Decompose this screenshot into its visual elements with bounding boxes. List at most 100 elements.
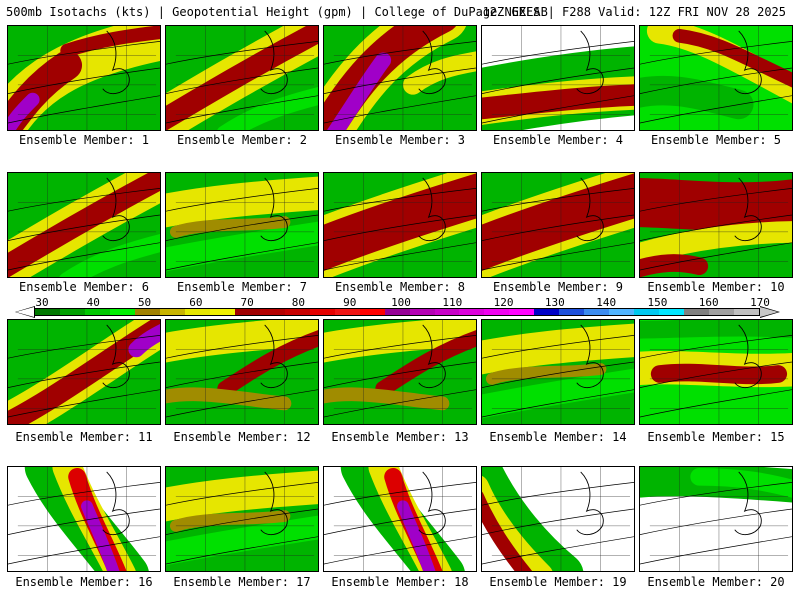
colorbar-segment [709,309,735,315]
colorbar-segment [509,309,535,315]
colorbar-segment [134,309,160,315]
colorbar-tick-label: 160 [698,296,719,309]
colorbar-segment [209,309,235,315]
colorbar-segment [184,309,210,315]
isotach-map-svg [166,26,318,130]
isotach-map-svg [8,26,160,130]
colorbar-strip [34,308,760,316]
colorbar-segment [109,309,135,315]
colorbar-tick-label: 30 [35,296,49,309]
ensemble-member-map [323,319,477,425]
colorbar-tick-label: 170 [750,296,770,309]
colorbar-segment [484,309,510,315]
isotach-map-svg [482,173,634,277]
ensemble-member-map [639,319,793,425]
ensemble-member-caption: Ensemble Member: 2 [176,133,308,147]
ensemble-member-map [7,466,161,572]
isotach-map-svg [482,320,634,424]
ensemble-member-caption: Ensemble Member: 20 [647,575,785,589]
ensemble-member-map [639,172,793,278]
colorbar-segment [234,309,260,315]
ensemble-member-map [323,172,477,278]
ensemble-member-caption: Ensemble Member: 10 [647,280,785,294]
ensemble-member-caption: Ensemble Member: 15 [647,430,785,444]
colorbar-segment [584,309,610,315]
ensemble-member-caption: Ensemble Member: 14 [489,430,627,444]
colorbar-segment [434,309,460,315]
colorbar-segment [35,309,60,315]
isotach-map-svg [324,320,476,424]
isotach-map-svg [8,320,160,424]
title-bar: 500mb Isotachs (kts) | Geopotential Heig… [0,0,800,22]
colorbar-tick-label: 90 [343,296,357,309]
ensemble-member-caption: Ensemble Member: 6 [18,280,150,294]
ensemble-member-map [165,319,319,425]
colorbar-tick-label: 70 [240,296,254,309]
ensemble-member-map [165,466,319,572]
colorbar-segment [409,309,435,315]
colorbar-tick-label: 110 [442,296,463,309]
colorbar-segment [309,309,335,315]
model-run-info: 12Z GEFS | F288 Valid: 12Z FRI NOV 28 20… [482,5,786,19]
ensemble-member-caption: Ensemble Member: 16 [15,575,153,589]
ensemble-member-map [165,25,319,131]
ensemble-member-map [7,25,161,131]
colorbar-segment [659,309,685,315]
colorbar-tick-label: 120 [493,296,514,309]
ensemble-member-caption: Ensemble Member: 5 [650,133,782,147]
colorbar: 30 40 50 60 70 80 90 100 110 120 130 140 150 160 170 [0,296,800,322]
ensemble-member-map [165,172,319,278]
ensemble-member-map [323,25,477,131]
ensemble-member-caption: Ensemble Member: 19 [489,575,627,589]
ensemble-member-caption: Ensemble Member: 3 [334,133,466,147]
ensemble-member-caption: Ensemble Member: 17 [173,575,311,589]
isotach-map-svg [166,173,318,277]
ensemble-member-map [7,172,161,278]
ensemble-member-map [481,466,635,572]
isotach-map-svg [324,26,476,130]
colorbar-segment [559,309,585,315]
colorbar-segment [159,309,185,315]
ensemble-member-map [481,319,635,425]
ensemble-member-caption: Ensemble Member: 4 [492,133,624,147]
isotach-map-svg [640,320,792,424]
colorbar-tick-label: 80 [291,296,306,309]
colorbar-segment [384,309,410,315]
ensemble-member-map [481,172,635,278]
colorbar-segment [284,309,310,315]
ensemble-member-caption: Ensemble Member: 13 [331,430,469,444]
ensemble-member-caption: Ensemble Member: 8 [334,280,466,294]
ensemble-member-caption: Ensemble Member: 7 [176,280,308,294]
title-text: 500mb Isotachs (kts) | Geopotential Heig… [6,5,548,19]
colorbar-segment [84,309,110,315]
isotach-map-svg [640,26,792,130]
ensemble-member-map [639,466,793,572]
ensemble-member-caption: Ensemble Member: 1 [18,133,150,147]
colorbar-tick-label: 140 [596,296,617,309]
colorbar-segment [634,309,660,315]
colorbar-segment [609,309,635,315]
isotach-map-svg [8,467,160,571]
isotach-map-svg [166,467,318,571]
ensemble-member-map [323,466,477,572]
colorbar-segment [534,309,560,315]
ensemble-member-caption: Ensemble Member: 11 [15,430,153,444]
colorbar-tick-label: 100 [391,296,411,309]
isotach-map-svg [324,173,476,277]
ensemble-member-map [7,319,161,425]
colorbar-tick-label: 150 [647,296,668,309]
colorbar-segment [734,309,760,315]
colorbar-segment [59,309,85,315]
isotach-map-svg [482,26,634,130]
isotach-map-svg [8,173,160,277]
isotach-map-svg [324,467,476,571]
colorbar-tick-label: 40 [86,296,100,309]
ensemble-member-caption: Ensemble Member: 9 [492,280,624,294]
colorbar-right-arrow [760,307,778,317]
isotach-map-svg [482,467,634,571]
colorbar-segment [359,309,385,315]
isotach-map-svg [640,173,792,277]
ensemble-member-caption: Ensemble Member: 12 [173,430,311,444]
colorbar-tick-label: 50 [137,296,152,309]
isotach-map-svg [640,467,792,571]
